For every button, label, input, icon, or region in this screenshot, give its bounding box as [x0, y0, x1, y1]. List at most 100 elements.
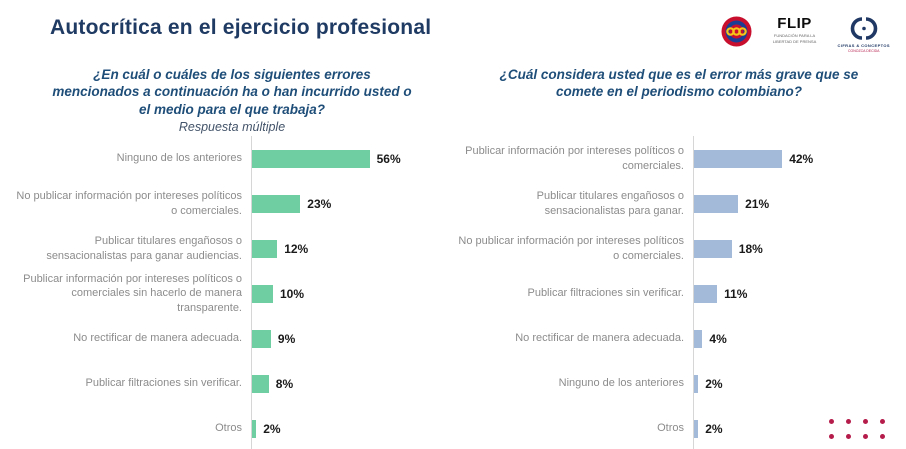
chart-right-title: ¿Cuál considera usted que es el error má… — [499, 67, 859, 100]
charts-area: ¿En cuál o cuáles de los siguientes erro… — [0, 58, 906, 449]
bar — [694, 374, 699, 393]
value-label: 12% — [284, 241, 309, 256]
bar-track: 42% — [693, 136, 902, 181]
page-title: Autocrítica en el ejercicio profesional — [50, 16, 432, 39]
flip-logo-subtext: FUNDACIÓN PARA LA LIBERTAD DE PRENSA — [772, 33, 817, 44]
bar-track: 2% — [251, 406, 450, 449]
chart-row: Ninguno de los anteriores 56% — [14, 136, 450, 181]
decorative-dot — [880, 419, 885, 424]
chart-row: No rectificar de manera adecuada. 4% — [456, 316, 902, 361]
decorative-dot — [829, 434, 834, 439]
bar — [694, 284, 718, 303]
bar-track: 9% — [251, 316, 450, 361]
bar — [252, 329, 271, 348]
value-label: 11% — [724, 286, 748, 301]
bar-track: 4% — [693, 316, 902, 361]
chart-row: Ninguno de los anteriores 2% — [456, 361, 902, 406]
value-label: 42% — [789, 151, 814, 166]
category-label: Publicar titulares engañosos o sensacion… — [536, 190, 684, 217]
bar — [694, 194, 739, 213]
value-label: 23% — [307, 196, 332, 211]
decorative-dot — [863, 419, 868, 424]
cifras-conceptos-tagline: CONOZCA DECIDA — [848, 49, 880, 53]
chart-row: Publicar titulares engañosos o sensacion… — [14, 226, 450, 271]
chart-left: ¿En cuál o cuáles de los siguientes erro… — [14, 58, 450, 449]
category-label: Publicar filtraciones sin verificar. — [527, 287, 684, 300]
value-label: 21% — [745, 196, 770, 211]
chart-left-title: ¿En cuál o cuáles de los siguientes erro… — [52, 67, 412, 117]
category-label: Publicar información por intereses polít… — [23, 273, 242, 314]
value-label: 18% — [738, 241, 763, 256]
category-label: Publicar filtraciones sin verificar. — [85, 377, 242, 390]
bar — [694, 149, 783, 168]
bar — [252, 374, 269, 393]
chart-rows: Ninguno de los anteriores 56% No publicar … — [14, 136, 450, 449]
bar-track: 11% — [693, 271, 902, 316]
cifras-conceptos-logo: CIFRAS & CONCEPTOS CONOZCA DECIDA — [838, 16, 890, 53]
value-label: 2% — [705, 376, 723, 391]
chart-right: ¿Cuál considera usted que es el error má… — [456, 58, 902, 449]
header: Autocrítica en el ejercicio profesional … — [0, 0, 906, 58]
chart-row: Publicar filtraciones sin verificar. 11% — [456, 271, 902, 316]
bar — [252, 149, 370, 168]
value-label: 2% — [705, 421, 723, 436]
value-label: 8% — [275, 376, 294, 391]
bar — [694, 419, 699, 438]
category-label: Ninguno de los anteriores — [558, 377, 684, 390]
value-label: 2% — [263, 421, 281, 436]
value-label: 4% — [709, 331, 727, 346]
bar-track: 56% — [251, 136, 450, 181]
decorative-dot — [880, 434, 885, 439]
bar-track: 2% — [693, 361, 902, 406]
chart-left-head: ¿En cuál o cuáles de los siguientes erro… — [14, 58, 450, 136]
category-label: No rectificar de manera adecuada. — [515, 332, 684, 345]
decorative-dot — [863, 434, 868, 439]
bar — [252, 419, 257, 438]
category-label: No publicar información por intereses po… — [458, 235, 684, 262]
chart-row: Publicar titulares engañosos o sensacion… — [456, 181, 902, 226]
cifras-conceptos-mark-icon — [850, 17, 878, 40]
chart-row: No publicar información por intereses po… — [14, 181, 450, 226]
bar — [252, 284, 273, 303]
decorative-dot — [829, 419, 834, 424]
flip-logo-text: FLIP — [777, 15, 812, 32]
circular-press-logo — [721, 16, 752, 47]
decorative-dot — [846, 419, 851, 424]
bar-track: 18% — [693, 226, 902, 271]
chart-row: Publicar información por intereses polít… — [456, 136, 902, 181]
bar-track: 23% — [251, 181, 450, 226]
category-label: Publicar titulares engañosos o sensacion… — [46, 235, 242, 262]
bar — [694, 329, 703, 348]
category-label: Otros — [657, 422, 684, 435]
bar-track: 12% — [251, 226, 450, 271]
value-label: 9% — [277, 331, 296, 346]
chart-row: No rectificar de manera adecuada. 9% — [14, 316, 450, 361]
cifras-conceptos-subtext: CIFRAS & CONCEPTOS — [837, 43, 890, 48]
bar-track: 10% — [251, 271, 450, 316]
chart-row: Publicar información por intereses polít… — [14, 271, 450, 316]
value-label: 10% — [280, 286, 305, 301]
flip-logo: FLIP FUNDACIÓN PARA LA LIBERTAD DE PRENS… — [770, 16, 820, 44]
bar — [252, 194, 301, 213]
dot-grid — [829, 419, 885, 439]
bar — [694, 239, 732, 258]
category-label: Publicar información por intereses polít… — [465, 145, 684, 172]
value-label: 56% — [376, 151, 401, 166]
category-label: No publicar información por intereses po… — [16, 190, 242, 217]
chart-row: Otros 2% — [456, 406, 902, 449]
chart-row: Otros 2% — [14, 406, 450, 449]
bar-track: 2% — [693, 406, 902, 449]
chart-rows: Publicar información por intereses polít… — [456, 136, 902, 449]
chart-right-head: ¿Cuál considera usted que es el error má… — [456, 58, 902, 136]
logo-group: FLIP FUNDACIÓN PARA LA LIBERTAD DE PRENS… — [721, 16, 896, 53]
category-label: Ninguno de los anteriores — [116, 152, 242, 165]
chart-row: Publicar filtraciones sin verificar. 8% — [14, 361, 450, 406]
category-label: No rectificar de manera adecuada. — [73, 332, 242, 345]
chart-row: No publicar información por intereses po… — [456, 226, 902, 271]
chart-left-subtitle: Respuesta múltiple — [178, 119, 286, 134]
decorative-dot — [846, 434, 851, 439]
bar-track: 21% — [693, 181, 902, 226]
category-label: Otros — [215, 422, 242, 435]
bar — [252, 239, 278, 258]
circular-press-logo-icon — [721, 16, 752, 47]
